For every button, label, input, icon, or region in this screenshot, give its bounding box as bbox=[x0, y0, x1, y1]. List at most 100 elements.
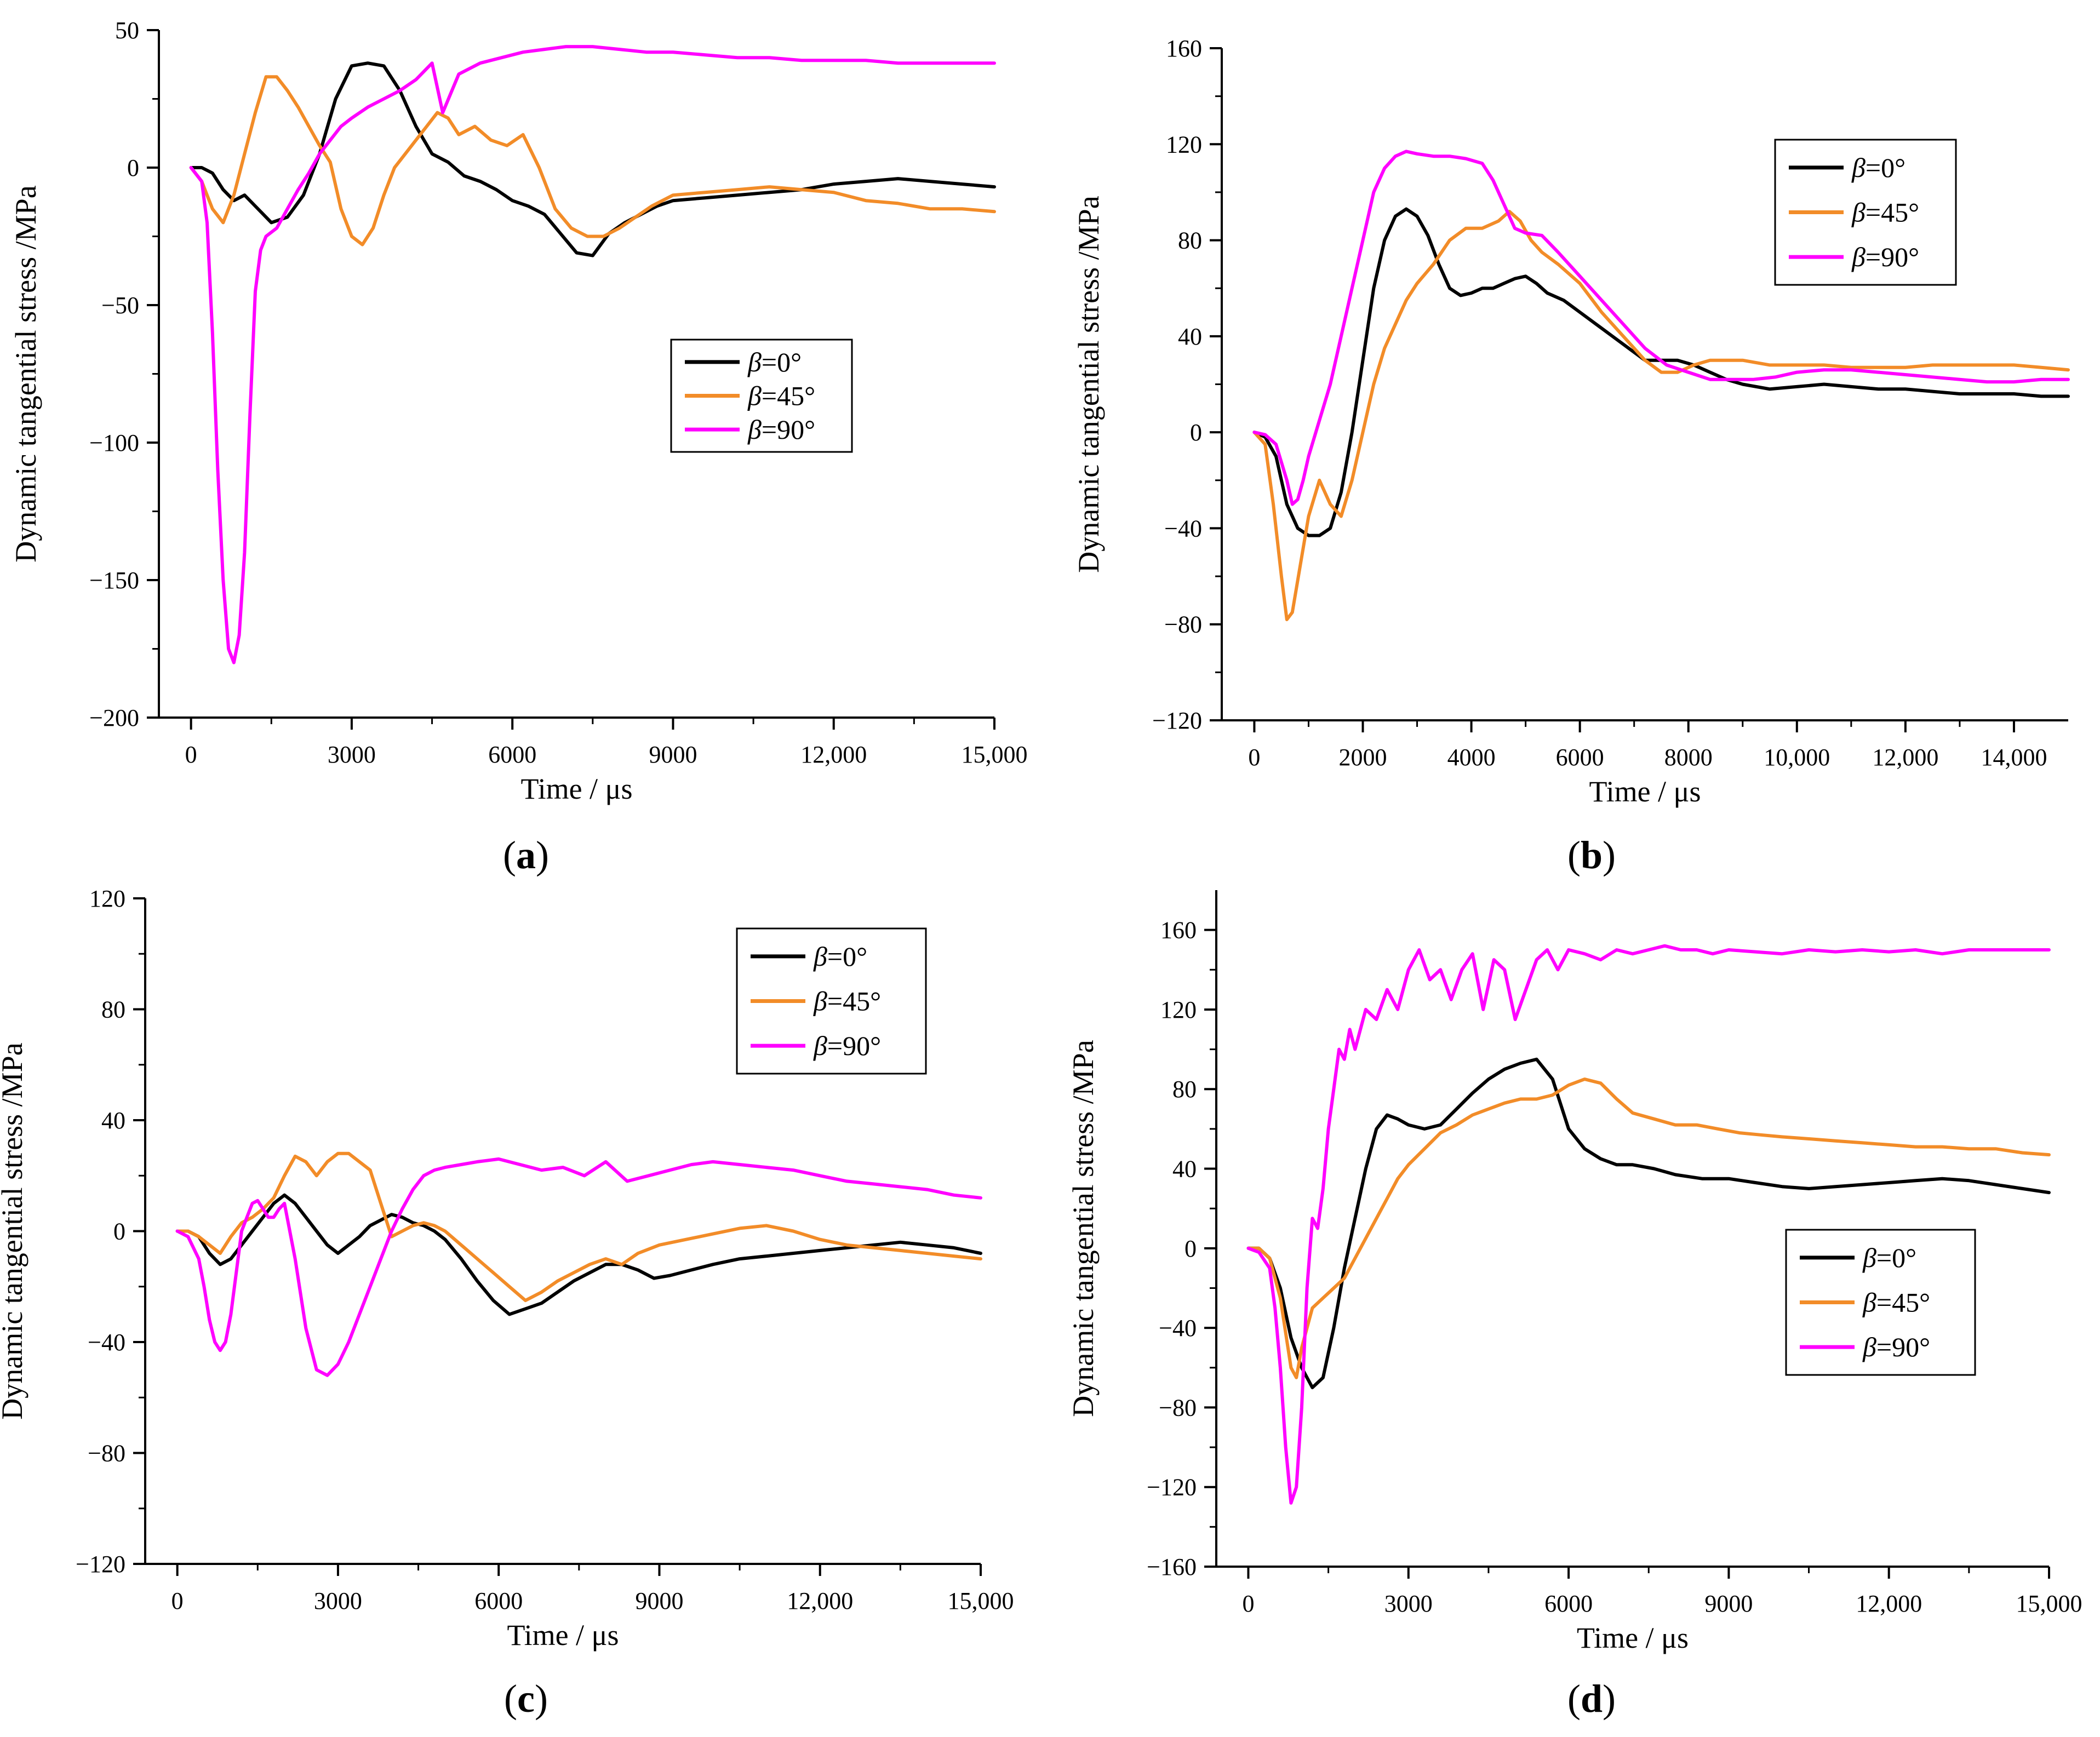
legend-angle-text: =90° bbox=[1866, 242, 1919, 272]
y-tick-label: 160 bbox=[1160, 917, 1197, 944]
panel-label-open-paren: ( bbox=[1567, 833, 1581, 877]
legend-entry-b90: β=90° bbox=[1851, 242, 1919, 272]
y-tick-label: 40 bbox=[1172, 1156, 1197, 1183]
legend-entry-b0: β=0° bbox=[1851, 152, 1906, 183]
legend-beta-symbol: β bbox=[1862, 1287, 1876, 1318]
legend-angle-text: =45° bbox=[827, 986, 881, 1017]
x-tick-label: 9000 bbox=[649, 741, 697, 768]
y-tick-label: 40 bbox=[1178, 323, 1202, 350]
y-tick-label: 120 bbox=[1160, 996, 1197, 1023]
panel-a-chart: 0 3000 6000 9000 12,000 15,000 −200 −150 −100 −50… bbox=[9, 17, 1028, 877]
y-axis-title: Dynamic tangential stress /MPa bbox=[1067, 1040, 1100, 1417]
x-tick-label: 4000 bbox=[1447, 744, 1496, 771]
legend-angle-text: =90° bbox=[1876, 1332, 1930, 1362]
x-tick-label: 0 bbox=[1248, 744, 1260, 771]
legend-angle-text: =0° bbox=[762, 347, 802, 377]
panel-label-close-paren: ) bbox=[535, 1677, 548, 1721]
x-tick-label: 12,000 bbox=[1856, 1590, 1922, 1617]
x-tick-label: 3000 bbox=[328, 741, 376, 768]
legend-angle-text: =0° bbox=[827, 941, 867, 972]
x-tick-label: 6000 bbox=[1544, 1590, 1593, 1617]
series-line-b45 bbox=[1246, 1077, 2051, 1379]
panel-label: (c) bbox=[504, 1677, 548, 1721]
panel-label-open-paren: ( bbox=[1567, 1677, 1581, 1721]
legend-beta-symbol: β bbox=[813, 986, 827, 1017]
legend-beta-symbol: β bbox=[1862, 1242, 1876, 1273]
y-tick-label: 160 bbox=[1166, 35, 1202, 62]
x-tick-label: 2000 bbox=[1339, 744, 1387, 771]
panel-label-open-paren: ( bbox=[503, 833, 516, 877]
x-tick-label: 10,000 bbox=[1764, 744, 1830, 771]
legend-beta-symbol: β bbox=[1851, 197, 1866, 228]
x-tick-label: 9000 bbox=[635, 1587, 683, 1614]
series-line-b0 bbox=[175, 1193, 982, 1316]
x-tick-label: 6000 bbox=[488, 741, 536, 768]
y-tick-label: −120 bbox=[1147, 1474, 1197, 1501]
legend-entry-b45: β=45° bbox=[1862, 1287, 1930, 1318]
legend-beta-symbol: β bbox=[1862, 1332, 1876, 1362]
y-tick-label: 120 bbox=[1166, 131, 1202, 158]
y-tick-label: 50 bbox=[115, 17, 139, 44]
y-axis-title: Dynamic tangential stress /MPa bbox=[1072, 196, 1105, 572]
x-axis-title: Time / μs bbox=[520, 772, 632, 805]
panel-d-chart: 0 3000 6000 9000 12,000 15,000 −160 −120 −80 −40 0… bbox=[1067, 890, 2082, 1721]
y-tick-label: −200 bbox=[89, 704, 139, 731]
x-tick-label: 15,000 bbox=[948, 1587, 1014, 1614]
legend-angle-text: =90° bbox=[827, 1030, 881, 1061]
legend-beta-symbol: β bbox=[813, 941, 827, 972]
y-tick-label: 0 bbox=[1190, 419, 1202, 446]
y-tick-label: 0 bbox=[113, 1218, 125, 1245]
legend-beta-symbol: β bbox=[1851, 152, 1866, 183]
y-tick-label: −160 bbox=[1147, 1553, 1197, 1580]
y-tick-label: 40 bbox=[101, 1107, 125, 1134]
y-tick-label: −40 bbox=[1164, 515, 1202, 542]
y-tick-label: 80 bbox=[101, 996, 125, 1023]
x-tick-label: 15,000 bbox=[2016, 1590, 2082, 1617]
legend-angle-text: =90° bbox=[762, 414, 815, 445]
y-tick-label: −100 bbox=[89, 429, 139, 456]
panel-label-close-paren: ) bbox=[1603, 833, 1616, 877]
y-tick-label: −40 bbox=[1159, 1315, 1197, 1342]
legend-beta-symbol: β bbox=[747, 414, 762, 445]
x-axis-title: Time / μs bbox=[507, 1619, 619, 1652]
x-tick-label: 6000 bbox=[474, 1587, 523, 1614]
series-line-b0 bbox=[1246, 1057, 2051, 1390]
panel-label-open-paren: ( bbox=[504, 1677, 517, 1721]
legend-beta-symbol: β bbox=[1851, 242, 1866, 272]
x-tick-label: 8000 bbox=[1664, 744, 1713, 771]
y-tick-label: 120 bbox=[89, 885, 125, 912]
y-axis-title: Dynamic tangential stress /MPa bbox=[9, 185, 42, 562]
legend-entry-b45: β=45° bbox=[747, 381, 815, 411]
panel-label-letter: a bbox=[516, 833, 536, 877]
legend-beta-symbol: β bbox=[747, 381, 762, 411]
y-tick-label: −80 bbox=[1159, 1394, 1197, 1421]
legend-beta-symbol: β bbox=[813, 1030, 827, 1061]
y-tick-label: 80 bbox=[1178, 227, 1202, 254]
x-tick-label: 12,000 bbox=[800, 741, 867, 768]
y-tick-label: −120 bbox=[1152, 707, 1202, 734]
series-line-b90 bbox=[1252, 150, 2070, 506]
panel-c-chart: 0 3000 6000 9000 12,000 15,000 −120 −80 −40 0 40 80… bbox=[0, 885, 1014, 1721]
x-axis-title: Time / μs bbox=[1589, 775, 1701, 808]
legend-entry-b45: β=45° bbox=[813, 986, 881, 1017]
series-line-b45 bbox=[175, 1151, 982, 1303]
series-line-b90 bbox=[189, 45, 996, 664]
x-tick-label: 12,000 bbox=[787, 1587, 853, 1614]
panel-label: (a) bbox=[503, 833, 549, 877]
panel-label-close-paren: ) bbox=[536, 833, 549, 877]
series-line-b90 bbox=[175, 1157, 982, 1377]
legend-entry-b0: β=0° bbox=[747, 347, 802, 377]
x-tick-label: 3000 bbox=[1384, 1590, 1433, 1617]
x-tick-label: 15,000 bbox=[962, 741, 1028, 768]
panel-label-letter: d bbox=[1581, 1677, 1603, 1721]
y-tick-label: 0 bbox=[1185, 1235, 1197, 1262]
series-line-b45 bbox=[1252, 210, 2070, 621]
x-tick-label: 0 bbox=[185, 741, 197, 768]
series-line-b0 bbox=[1252, 207, 2070, 537]
x-tick-label: 14,000 bbox=[1981, 744, 2047, 771]
y-tick-label: −120 bbox=[76, 1551, 125, 1578]
legend-angle-text: =45° bbox=[1866, 197, 1919, 228]
legend-beta-symbol: β bbox=[747, 347, 762, 377]
x-tick-label: 12,000 bbox=[1872, 744, 1938, 771]
